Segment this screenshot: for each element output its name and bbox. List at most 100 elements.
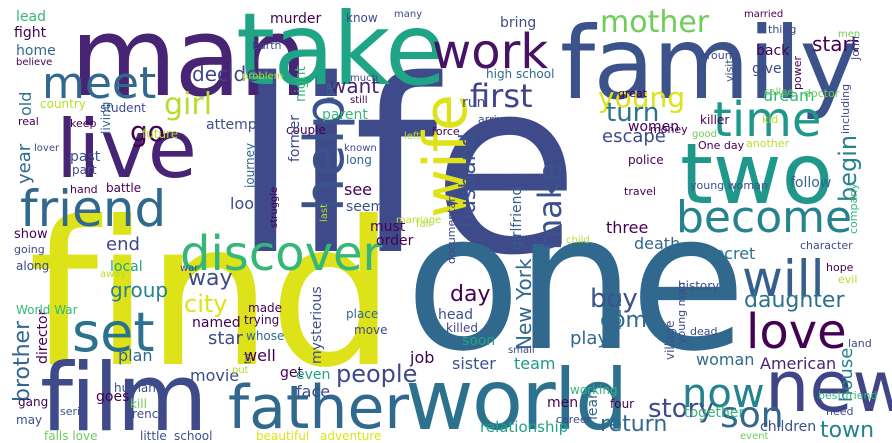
word-time: time xyxy=(713,92,822,148)
word-star: star xyxy=(208,328,243,349)
word-show: show xyxy=(14,227,48,242)
word-great: great xyxy=(618,87,648,100)
word-run: run xyxy=(462,95,486,111)
word-much: much xyxy=(350,73,378,84)
word-event: event xyxy=(740,431,769,442)
word-falls-love: falls love xyxy=(44,429,98,443)
word-head: head xyxy=(438,307,473,323)
word-parent: parent xyxy=(322,107,368,123)
word-world-war: World War xyxy=(16,303,78,317)
word-escape: escape xyxy=(602,126,666,147)
word-movie: movie xyxy=(190,366,240,385)
word-money: money xyxy=(650,123,688,136)
word-adventure: adventure xyxy=(320,429,382,443)
word-face: face xyxy=(296,382,331,401)
word-love: love xyxy=(746,304,847,360)
word-get: get xyxy=(280,365,303,381)
word-play: play xyxy=(570,328,609,349)
word-evil: evil xyxy=(838,273,858,286)
word-past: past xyxy=(70,149,101,165)
word-night: night xyxy=(293,65,309,102)
word-job: job xyxy=(410,348,435,367)
word-small: small xyxy=(508,345,535,356)
word-day: day xyxy=(450,282,491,307)
word-history: history xyxy=(678,279,720,293)
word-one: one xyxy=(405,172,747,393)
word-find: find xyxy=(28,179,396,412)
word-kill: kill xyxy=(130,397,147,411)
word-former: former xyxy=(287,114,303,162)
word-meet: meet xyxy=(42,58,157,109)
word-human: human xyxy=(114,381,156,395)
word-woman: woman xyxy=(696,350,755,369)
word-world: world xyxy=(405,351,628,443)
word-turn: turn xyxy=(606,98,660,128)
word-hope: hope xyxy=(826,261,854,274)
word-end: end xyxy=(106,234,140,255)
word-callee: callee xyxy=(764,87,794,98)
word-company: company xyxy=(847,183,860,234)
word-come: come xyxy=(600,308,661,333)
word-director: director xyxy=(35,309,51,364)
word-child: child xyxy=(566,235,590,246)
word-attempt: attempt xyxy=(206,117,263,133)
word-become: become xyxy=(676,192,853,243)
word-thing: thing xyxy=(768,23,797,36)
word-problem: problem xyxy=(242,71,284,82)
word-give: give xyxy=(752,61,782,77)
word-back: back xyxy=(756,43,790,59)
word-must: must xyxy=(370,219,406,235)
word-look: look xyxy=(230,194,264,213)
word-kid: kid xyxy=(762,113,779,126)
word-new: new xyxy=(765,346,892,428)
word-going: going xyxy=(14,243,45,256)
word-including: including xyxy=(839,83,852,134)
word-discover: discover xyxy=(180,226,383,282)
word-group: group xyxy=(110,278,169,302)
word-four: four xyxy=(610,397,635,411)
word-another: another xyxy=(746,137,790,150)
word-best-friend: best friend xyxy=(818,389,878,402)
word-husband: husband xyxy=(456,133,481,228)
word-lead: lead xyxy=(16,9,46,25)
word-french: French xyxy=(126,407,166,421)
word-brother: brother xyxy=(10,320,35,402)
word-life: life xyxy=(232,28,580,308)
word-make: make xyxy=(531,162,569,250)
word-return: return xyxy=(600,412,668,437)
word-away: away xyxy=(100,269,127,280)
word-known: known xyxy=(344,143,377,154)
word-see: see xyxy=(344,180,373,199)
word-trying: trying xyxy=(244,313,280,327)
word-man: man xyxy=(70,0,308,121)
word-old: old xyxy=(16,91,35,116)
word-gang: gang xyxy=(18,395,49,409)
word-power: power xyxy=(791,56,804,90)
word-well: well xyxy=(244,346,276,365)
word-arrive: arrive xyxy=(478,113,510,126)
word-character: character xyxy=(800,239,853,252)
word-around: around xyxy=(700,49,739,62)
word-doctor: doctor xyxy=(804,87,840,100)
word-may: may xyxy=(16,413,43,427)
word-want: want xyxy=(330,74,380,98)
word-now: now xyxy=(682,371,765,417)
word-men-small: men xyxy=(838,29,861,40)
word-daughter: daughter xyxy=(744,288,845,313)
word-two: two xyxy=(680,125,834,223)
word-seem: seem xyxy=(346,199,385,215)
word-year: year xyxy=(14,143,35,184)
word-together: together xyxy=(684,405,745,421)
word-new-york: New York xyxy=(512,258,536,350)
word-struggle: struggle xyxy=(269,186,280,228)
word-film: film xyxy=(40,344,208,443)
word-school: school xyxy=(174,429,213,443)
word-american: American xyxy=(760,354,837,373)
word-beautiful: beautiful xyxy=(256,429,310,443)
word-high-school: high school xyxy=(486,67,555,81)
word-young: young xyxy=(598,81,685,114)
word-soon: soon xyxy=(462,333,496,349)
word-place: place xyxy=(346,307,379,321)
word-still: still xyxy=(350,95,368,106)
word-journey: journey xyxy=(243,142,257,188)
